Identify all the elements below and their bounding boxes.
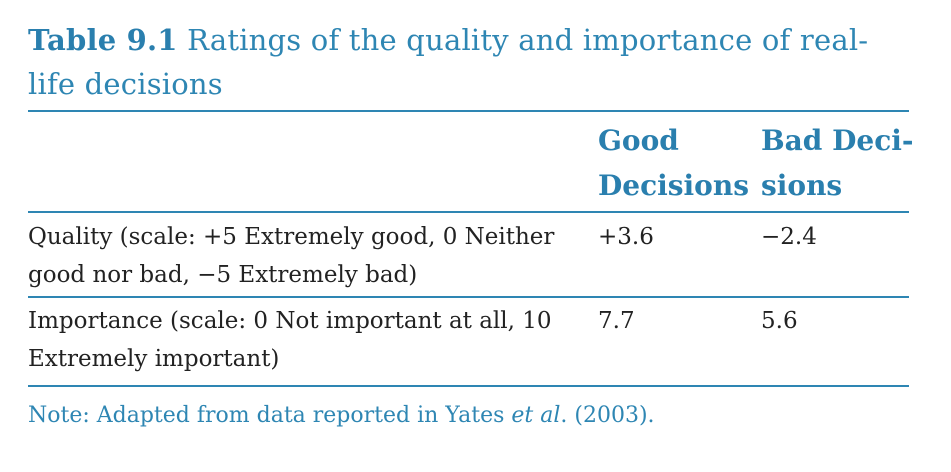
row-label-importance-line2: Extremely important)	[28, 346, 280, 372]
column-header-good-line2: Decisions	[598, 169, 749, 202]
row-divider	[28, 296, 909, 298]
row-label-quality-line2: good nor bad, −5 Extremely bad)	[28, 262, 418, 288]
column-header-bad-decisions: Bad Deci- sions	[761, 118, 921, 208]
table-title: Ratings of the quality and importance of…	[28, 23, 869, 101]
column-header-bad-line1: Bad Deci-	[761, 124, 914, 157]
note-prefix: Note: Adapted from data reported in Yate…	[28, 403, 512, 428]
note-italic: et al	[511, 403, 561, 428]
row-label-quality-line1: Quality (scale: +5 Extremely good, 0 Nei…	[28, 224, 555, 250]
cell-importance-good: 7.7	[598, 308, 635, 334]
cell-quality-good: +3.6	[598, 224, 654, 250]
column-header-good-line1: Good	[598, 124, 679, 157]
row-label-quality: Quality (scale: +5 Extremely good, 0 Nei…	[28, 218, 608, 294]
top-rule	[28, 110, 909, 112]
table-note: Note: Adapted from data reported in Yate…	[28, 398, 655, 434]
cell-quality-bad: −2.4	[761, 224, 817, 250]
bottom-rule	[28, 385, 909, 387]
cell-importance-bad: 5.6	[761, 308, 798, 334]
column-header-bad-line2: sions	[761, 169, 843, 202]
row-label-importance-line1: Importance (scale: 0 Not important at al…	[28, 308, 552, 334]
column-header-good-decisions: Good Decisions	[598, 118, 758, 208]
header-rule	[28, 211, 909, 213]
note-suffix: . (2003).	[560, 403, 655, 428]
row-label-importance: Importance (scale: 0 Not important at al…	[28, 302, 608, 378]
table-caption: Table 9.1 Ratings of the quality and imp…	[28, 18, 909, 106]
table-number: Table 9.1	[28, 23, 178, 57]
table-container: Table 9.1 Ratings of the quality and imp…	[28, 18, 914, 428]
